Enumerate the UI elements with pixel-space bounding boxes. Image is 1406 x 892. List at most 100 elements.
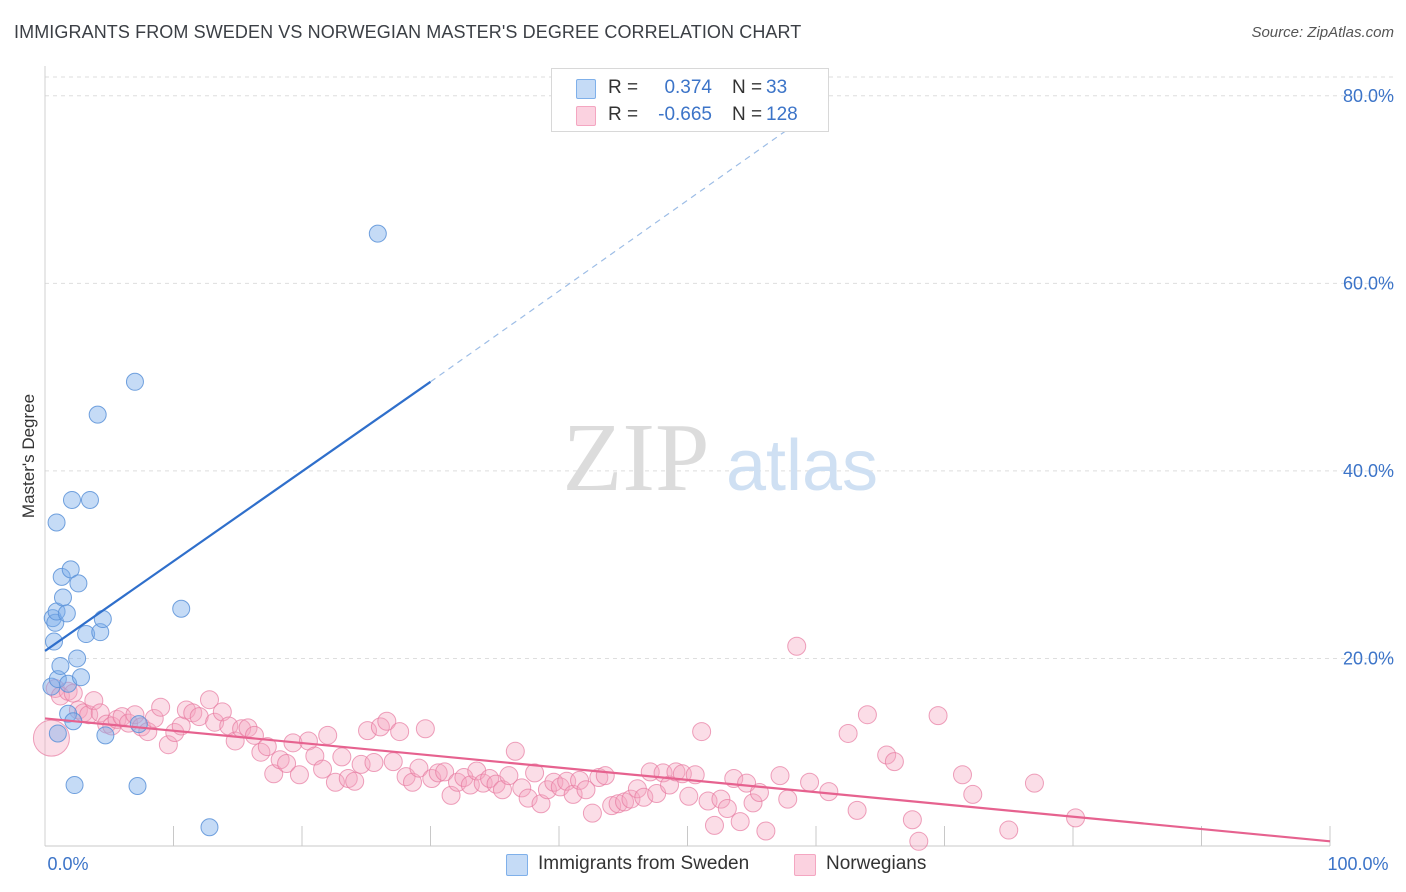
- sweden-point: [88, 405, 107, 424]
- norwegians-point: [928, 706, 948, 726]
- tick-labels: 20.0% 40.0% 60.0% 80.0% 0.0% 100.0%: [47, 86, 1394, 874]
- sweden-point: [93, 610, 112, 629]
- norwegians-point: [325, 772, 345, 792]
- sweden-point: [80, 490, 99, 509]
- sweden-point: [69, 574, 88, 593]
- sweden-point: [48, 724, 67, 743]
- sweden-point: [62, 490, 81, 509]
- norwegians-point: [857, 705, 877, 725]
- norwegians-point: [800, 772, 820, 792]
- sweden-point: [51, 656, 70, 675]
- sweden-point: [61, 560, 80, 579]
- norwegians-point: [512, 778, 532, 798]
- trend-line: [44, 717, 1331, 843]
- sweden-point: [96, 726, 115, 745]
- legend-swatch-sweden: [506, 854, 528, 876]
- norwegians-point: [963, 784, 983, 804]
- sweden-point: [77, 625, 96, 644]
- sweden-point: [129, 715, 148, 734]
- norwegians-point: [902, 810, 922, 830]
- norwegians-point: [505, 741, 525, 761]
- norwegians-point: [84, 691, 104, 711]
- norwegians-point: [582, 803, 602, 823]
- norwegians-point: [377, 711, 397, 731]
- sweden-point: [65, 776, 84, 795]
- sweden-point: [52, 567, 71, 586]
- norwegians-point: [364, 753, 384, 773]
- series-legend: Immigrants from Sweden Norwegians: [0, 852, 1406, 878]
- norwegians-point: [730, 812, 750, 832]
- norwegians-point: [68, 700, 88, 720]
- norwegians-point: [332, 747, 352, 767]
- norwegians-point: [743, 793, 763, 813]
- sweden-point: [71, 668, 90, 687]
- norwegians-point: [608, 794, 628, 814]
- norwegians-point: [737, 773, 757, 793]
- legend-r-label: R =: [608, 77, 639, 98]
- sweden-points: [42, 224, 387, 837]
- sweden-point: [91, 623, 110, 642]
- norwegians-point: [909, 831, 929, 851]
- y-tick-label: 20.0%: [1343, 648, 1394, 668]
- norwegians-point: [838, 723, 858, 743]
- sweden-point: [172, 599, 191, 618]
- x-tick-label: 0.0%: [47, 854, 88, 874]
- norwegians-point: [345, 771, 365, 791]
- sweden-point: [125, 372, 144, 391]
- norwegians-point: [595, 766, 615, 786]
- norwegians-point: [756, 821, 776, 841]
- norwegians-point: [819, 782, 839, 802]
- x-tick-label: 100.0%: [1327, 854, 1388, 874]
- norwegians-point: [778, 789, 798, 809]
- norwegians-point: [877, 745, 897, 765]
- norwegians-point: [390, 722, 410, 742]
- norwegians-point: [358, 721, 378, 741]
- y-tick-label: 80.0%: [1343, 86, 1394, 106]
- norwegians-point: [884, 752, 904, 772]
- norwegians-point: [692, 722, 712, 742]
- norwegians-point: [787, 636, 807, 656]
- legend-r-value: -0.665: [658, 104, 712, 125]
- legend-row-sweden: R = 0.374 N = 33: [552, 75, 828, 103]
- norwegians-point: [770, 766, 790, 786]
- norwegians-point: [289, 765, 309, 785]
- norwegians-point: [428, 763, 448, 783]
- norwegians-point: [570, 770, 590, 790]
- sweden-point: [368, 224, 387, 243]
- axes: [44, 66, 1331, 847]
- norwegians-point: [525, 763, 545, 783]
- norwegians-point: [318, 725, 338, 745]
- norwegians-point: [415, 719, 435, 739]
- norwegians-point: [183, 703, 203, 723]
- sweden-point: [200, 818, 219, 837]
- legend-n-label: N =: [732, 104, 763, 125]
- legend-n-value: 33: [766, 77, 788, 98]
- watermark-atlas: atlas: [726, 426, 878, 506]
- norwegians-point: [717, 798, 737, 818]
- norwegians-point: [952, 765, 972, 785]
- norwegians-point: [1024, 773, 1044, 793]
- y-tick-label: 40.0%: [1343, 461, 1394, 481]
- legend-n-label: N =: [732, 77, 763, 98]
- norwegians-point: [277, 753, 297, 773]
- norwegians-point: [435, 762, 455, 782]
- norwegians-point: [199, 690, 219, 710]
- gridlines: [45, 76, 1394, 659]
- norwegians-point: [264, 764, 284, 784]
- source-credit: Source: ZipAtlas.com: [1251, 24, 1394, 41]
- legend-r-value: 0.374: [664, 77, 712, 98]
- norwegians-point: [679, 786, 699, 806]
- norwegians-point: [158, 735, 178, 755]
- watermark: ZIP atlas: [563, 404, 879, 512]
- norwegians-point: [212, 702, 232, 722]
- norwegians-point: [499, 766, 519, 786]
- norwegians-point: [847, 800, 867, 820]
- legend-label-sweden: Immigrants from Sweden: [538, 853, 750, 874]
- norwegians-point: [125, 705, 145, 725]
- norwegians-points: [32, 636, 1086, 851]
- correlation-legend: R = 0.374 N = 33 R = -0.665 N = 128: [551, 68, 829, 132]
- norwegians-point: [589, 768, 609, 788]
- norwegians-point: [518, 788, 538, 808]
- legend-n-value: 128: [766, 104, 798, 125]
